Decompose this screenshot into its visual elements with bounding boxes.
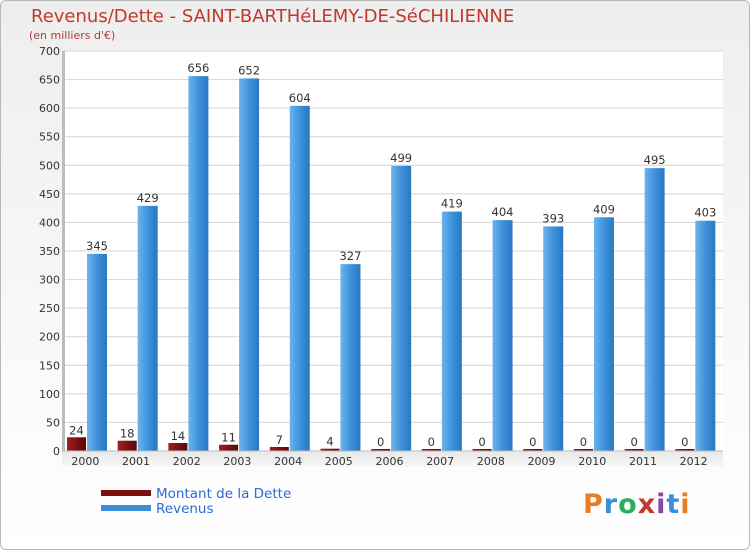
legend-swatch-dette xyxy=(101,490,151,496)
logo-letter: o xyxy=(618,489,638,520)
data-label-dette: 11 xyxy=(221,431,236,445)
bar-revenus-2006 xyxy=(391,165,412,451)
logo-letter: i xyxy=(656,489,667,520)
proxiti-logo: Proxiti xyxy=(583,489,691,520)
bar-revenus-2009 xyxy=(543,226,564,451)
x-tick-label: 2001 xyxy=(122,455,150,468)
x-axis-band xyxy=(62,451,723,467)
bar-dette-2010 xyxy=(573,449,593,451)
bar-dette-2004 xyxy=(269,447,289,451)
x-tick-label: 2008 xyxy=(477,455,505,468)
bar-revenus-2012 xyxy=(695,220,716,451)
bar-revenus-2010 xyxy=(593,217,614,451)
x-tick-label: 2010 xyxy=(578,455,606,468)
x-tick-label: 2005 xyxy=(325,455,353,468)
y-tick-label: 300 xyxy=(39,274,60,287)
x-tick-label: 2003 xyxy=(223,455,251,468)
chart-title: Revenus/Dette - SAINT-BARTHéLEMY-DE-SéCH… xyxy=(31,6,515,27)
data-label-dette: 7 xyxy=(276,433,283,447)
data-label-revenus: 604 xyxy=(289,91,311,105)
logo-letter: P xyxy=(583,489,604,520)
bar-revenus-2000 xyxy=(87,253,107,451)
y-tick-label: 550 xyxy=(39,131,60,144)
bar-dette-2002 xyxy=(168,443,188,451)
logo-letter: i xyxy=(680,489,691,520)
bar-dette-2007 xyxy=(421,449,441,451)
x-tick-label: 2000 xyxy=(71,455,99,468)
x-tick-label: 2011 xyxy=(629,455,657,468)
y-tick-label: 650 xyxy=(39,74,60,87)
data-label-revenus: 499 xyxy=(390,151,412,165)
x-tick-label: 2006 xyxy=(376,455,404,468)
logo-letter: r xyxy=(603,489,619,520)
x-tick-label: 2002 xyxy=(173,455,201,468)
bar-dette-2001 xyxy=(117,440,137,451)
x-tick-label: 2007 xyxy=(426,455,454,468)
data-label-dette: 4 xyxy=(326,435,333,449)
x-tick-label: 2009 xyxy=(528,455,556,468)
data-label-revenus: 393 xyxy=(542,211,564,225)
y-tick-label: 150 xyxy=(39,359,60,372)
logo-letter: t xyxy=(666,489,681,520)
data-label-revenus: 403 xyxy=(694,206,716,220)
bar-dette-2003 xyxy=(219,444,239,451)
bar-revenus-2003 xyxy=(239,78,260,451)
chart-subtitle: (en milliers d'€) xyxy=(29,29,116,42)
bar-revenus-2007 xyxy=(441,211,462,451)
y-tick-label: 400 xyxy=(39,216,60,229)
data-label-revenus: 409 xyxy=(593,202,615,216)
bar-dette-2006 xyxy=(371,449,391,451)
data-label-dette: 18 xyxy=(120,427,135,441)
bar-dette-2005 xyxy=(320,448,340,451)
bar-dette-2009 xyxy=(523,449,543,451)
data-label-revenus: 429 xyxy=(137,191,159,205)
logo-letter: x xyxy=(637,489,657,520)
bar-dette-2011 xyxy=(624,449,644,451)
bar-revenus-2002 xyxy=(188,76,209,452)
bar-dette-2000 xyxy=(67,437,86,451)
data-label-revenus: 656 xyxy=(187,61,209,75)
bar-dette-2008 xyxy=(472,449,492,451)
legend-label-dette: Montant de la Dette xyxy=(156,486,292,502)
y-tick-label: 600 xyxy=(39,102,60,115)
y-tick-label: 50 xyxy=(46,416,60,429)
bar-revenus-2008 xyxy=(492,220,513,451)
y-axis-line xyxy=(62,51,65,451)
data-label-revenus: 495 xyxy=(644,153,666,167)
y-tick-label: 700 xyxy=(39,45,60,58)
y-tick-label: 0 xyxy=(53,445,60,458)
y-tick-label: 350 xyxy=(39,245,60,258)
legend-label-revenus: Revenus xyxy=(156,501,214,517)
data-label-dette: 14 xyxy=(171,429,186,443)
data-label-dette: 24 xyxy=(69,423,84,437)
y-tick-label: 450 xyxy=(39,188,60,201)
bar-revenus-2005 xyxy=(340,264,361,451)
y-tick-label: 500 xyxy=(39,159,60,172)
data-label-dette: 0 xyxy=(478,435,485,449)
bar-revenus-2001 xyxy=(137,205,158,451)
bar-revenus-2011 xyxy=(644,168,665,451)
y-tick-label: 200 xyxy=(39,331,60,344)
data-label-dette: 0 xyxy=(681,435,688,449)
data-label-dette: 0 xyxy=(630,435,637,449)
bar-revenus-2004 xyxy=(289,105,310,451)
data-label-dette: 0 xyxy=(377,435,384,449)
bar-dette-2012 xyxy=(675,449,695,451)
data-label-dette: 0 xyxy=(529,435,536,449)
data-label-dette: 0 xyxy=(428,435,435,449)
x-tick-label: 2004 xyxy=(274,455,302,468)
data-label-revenus: 404 xyxy=(492,205,514,219)
data-label-revenus: 345 xyxy=(86,239,108,253)
data-label-revenus: 652 xyxy=(238,63,260,77)
x-tick-label: 2012 xyxy=(680,455,708,468)
legend-swatch-revenus xyxy=(101,505,151,511)
y-tick-label: 250 xyxy=(39,302,60,315)
data-label-revenus: 327 xyxy=(339,249,361,263)
data-label-revenus: 419 xyxy=(441,197,463,211)
data-label-dette: 0 xyxy=(580,435,587,449)
y-tick-label: 100 xyxy=(39,388,60,401)
